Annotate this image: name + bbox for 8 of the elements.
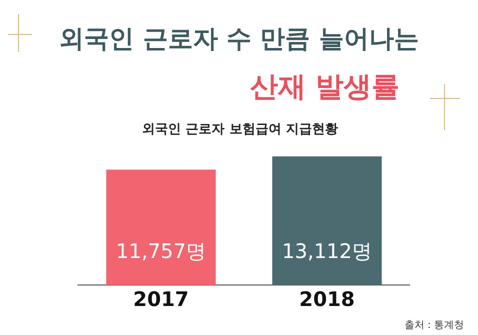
chart-subtitle: 산재 발생률 (250, 69, 400, 105)
x-tick-label: 2018 (299, 287, 355, 312)
x-tick-label: 2017 (133, 287, 189, 312)
data-label: 13,112명 (282, 239, 372, 264)
source-note: 출처 : 통계청 (404, 319, 464, 332)
data-label: 11,757명 (116, 239, 206, 264)
chart-title: 외국인 근로자 수 만큼 늘어나는 (58, 23, 420, 55)
text: 외국인 근로자 보험급여 지급현황 (142, 122, 338, 138)
